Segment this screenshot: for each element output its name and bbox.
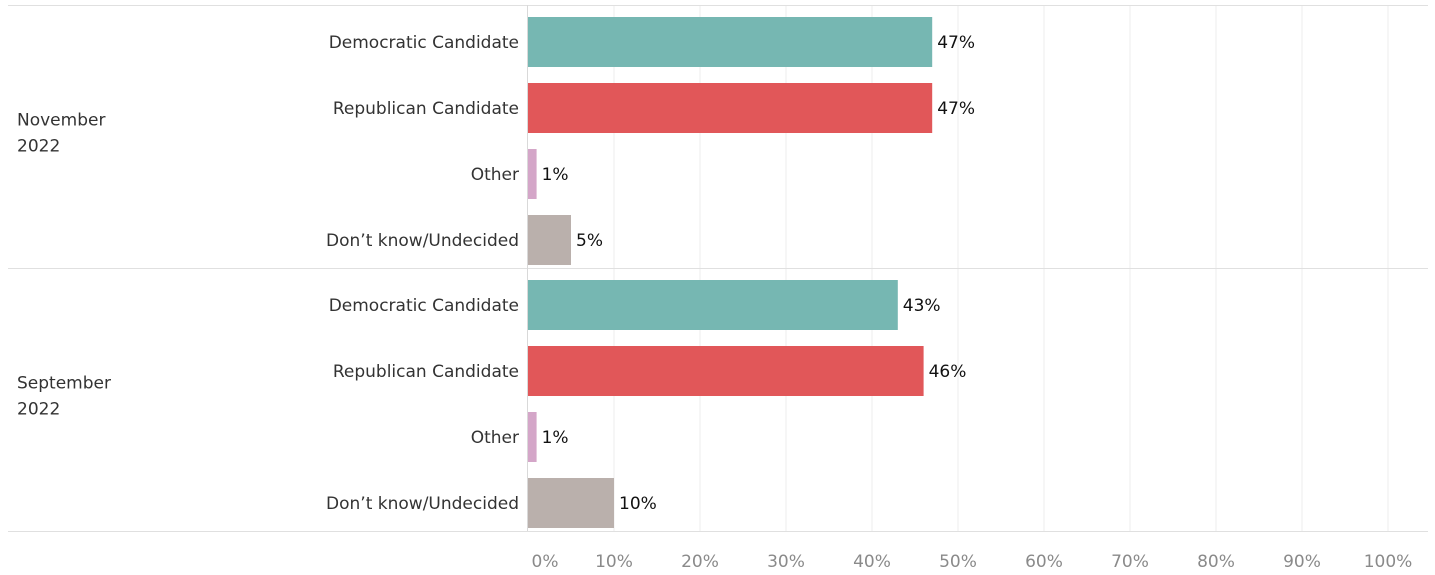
group-label: 2022 — [17, 137, 60, 157]
x-tick-label: 90% — [1283, 552, 1321, 571]
x-tick-label: 20% — [681, 552, 719, 571]
x-tick-label: 0% — [532, 552, 559, 571]
x-tick-label: 80% — [1197, 552, 1235, 571]
group-label: November — [17, 111, 105, 131]
bar — [528, 83, 933, 133]
category-label: Republican Candidate — [333, 362, 519, 382]
data-label: 10% — [619, 494, 657, 514]
x-tick-label: 50% — [939, 552, 977, 571]
bar — [528, 149, 537, 199]
category-label: Don’t know/Undecided — [326, 231, 519, 251]
x-tick-label: 70% — [1111, 552, 1149, 571]
category-label: Republican Candidate — [333, 99, 519, 119]
x-tick-label: 60% — [1025, 552, 1063, 571]
data-label: 5% — [576, 231, 603, 251]
bar — [528, 17, 933, 67]
bar — [528, 412, 537, 462]
data-label: 46% — [929, 362, 967, 382]
group-label: September — [17, 374, 111, 394]
data-label: 47% — [937, 33, 975, 53]
category-label: Other — [471, 428, 519, 448]
group-label: 2022 — [17, 400, 60, 420]
data-label: 1% — [542, 165, 569, 185]
data-label: 43% — [903, 296, 941, 316]
x-tick-label: 40% — [853, 552, 891, 571]
bar — [528, 280, 898, 330]
x-tick-label: 30% — [767, 552, 805, 571]
bar — [528, 478, 614, 528]
category-label: Democratic Candidate — [329, 33, 519, 53]
bar — [528, 346, 924, 396]
x-tick-label: 100% — [1364, 552, 1413, 571]
category-label: Other — [471, 165, 519, 185]
category-label: Democratic Candidate — [329, 296, 519, 316]
data-label: 47% — [937, 99, 975, 119]
data-label: 1% — [542, 428, 569, 448]
x-tick-label: 10% — [595, 552, 633, 571]
bar — [528, 215, 571, 265]
category-label: Don’t know/Undecided — [326, 494, 519, 514]
